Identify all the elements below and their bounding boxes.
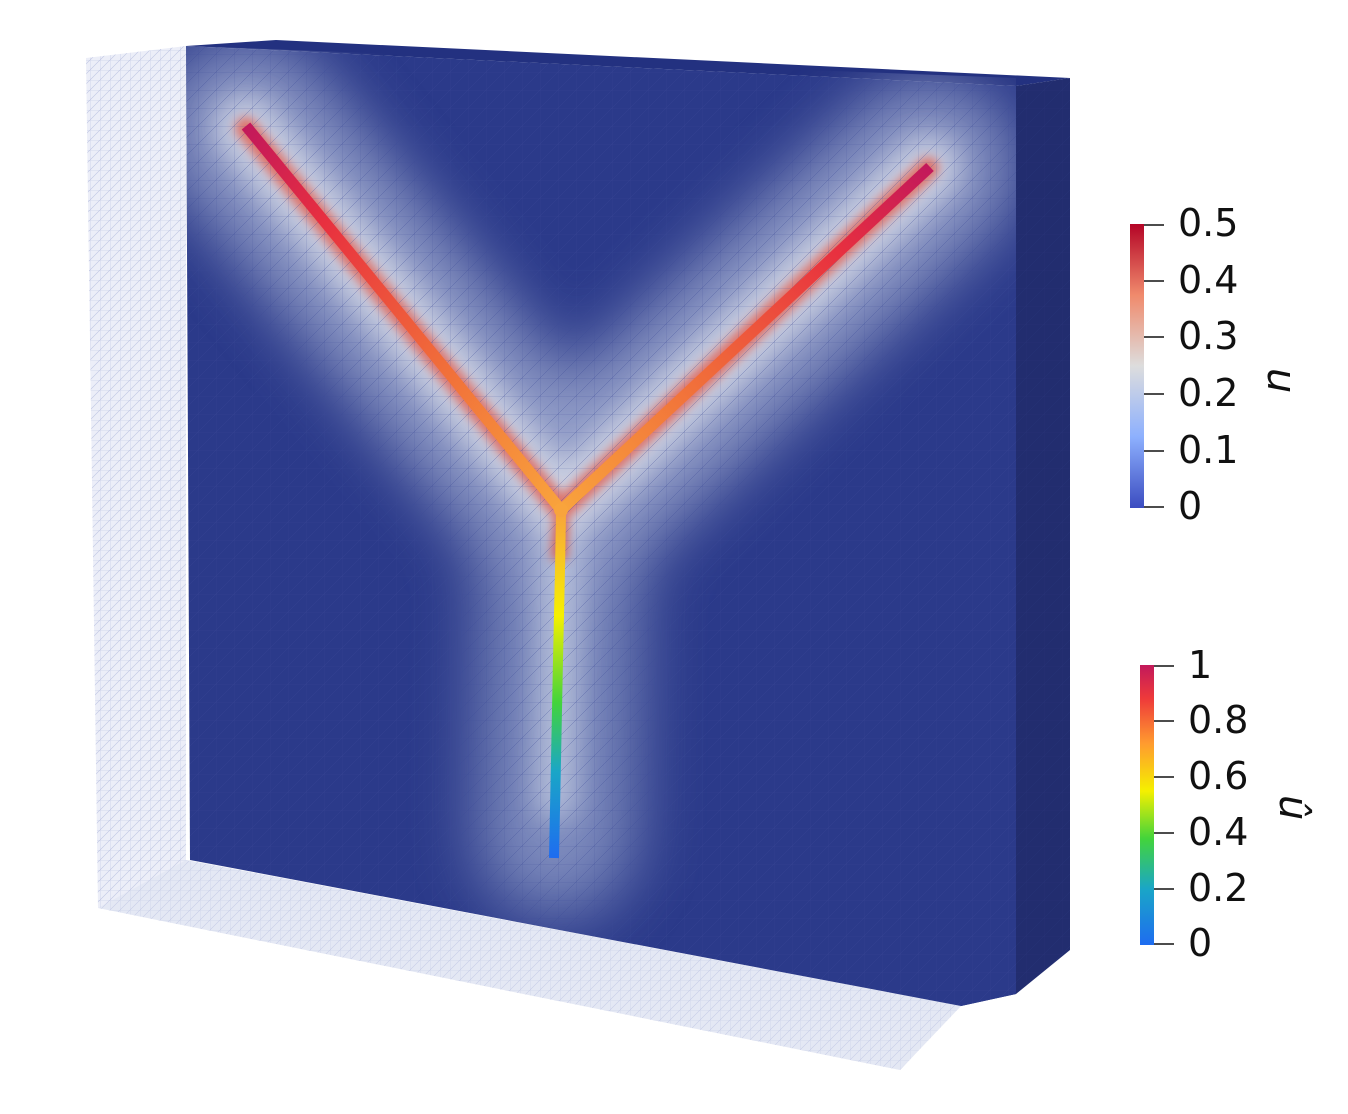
colorbar-u-tick-label: 0.3 [1178,314,1238,358]
graph-tubes [241,122,934,859]
colorbar-u-tick-label: 0 [1178,484,1202,528]
ghost-mesh-volume [86,46,961,1070]
colorbar-uhat-title: û [1270,795,1316,820]
colorbar-u-tick-label: 0.2 [1178,371,1238,415]
colorbar-u-tick-label: 0.5 [1178,201,1238,245]
volume-top-face [186,40,1070,86]
colorbar-uhat-tick-label: 0.6 [1188,754,1248,798]
colorbar-uhat-gradient [1140,665,1154,945]
colorbar-uhat: 1 0.8 0.6 0.4 0.2 0 û [1140,643,1316,965]
colorbar-uhat-tick-label: 0 [1188,921,1212,965]
colorbar-uhat-tick-label: 1 [1188,643,1212,687]
colorbar-u-gradient [1130,224,1144,508]
graph-arm-right [556,162,934,516]
colorbar-uhat-ticks [1154,665,1174,945]
colorbar-u-tick-label: 0.4 [1178,258,1238,302]
graph-arm-left [241,122,567,515]
colorbar-u-ticks [1144,224,1164,508]
colorbar-u: 0.5 0.4 0.3 0.2 0.1 0 u [1130,201,1304,528]
colorbar-uhat-tick-label: 0.8 [1188,698,1248,742]
colorbar-u-tick-label: 0.1 [1178,428,1238,472]
colorbar-uhat-tick-label: 0.4 [1188,810,1248,854]
volume-front-face [186,46,1016,1006]
graph-stem [549,511,566,859]
colorbar-uhat-tick-label: 0.2 [1188,866,1248,910]
colorbar-u-title: u [1258,368,1304,393]
graph-junction [554,503,568,517]
